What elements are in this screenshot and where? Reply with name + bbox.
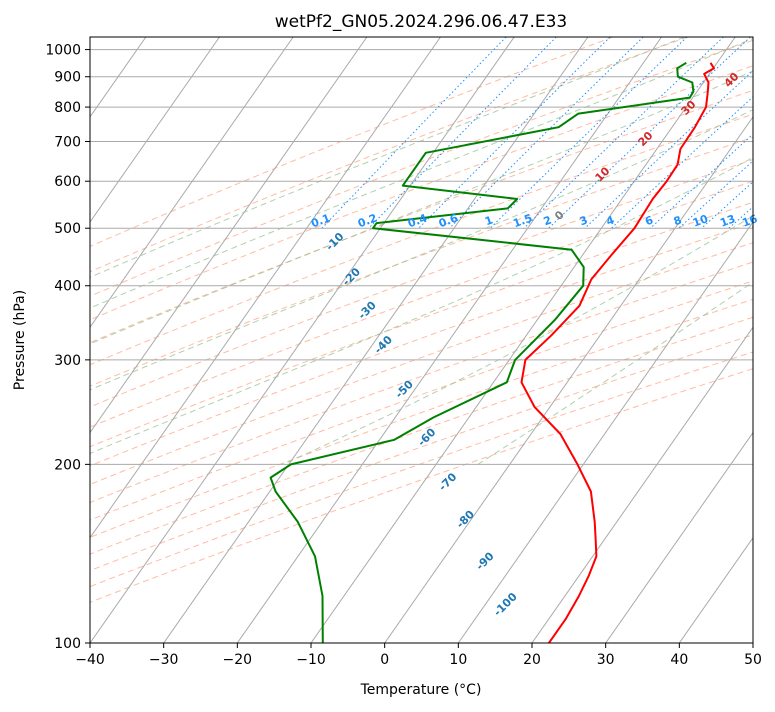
y-tick-label: 700 [54, 134, 81, 150]
x-tick-label: 50 [744, 652, 762, 668]
x-tick-label: 20 [523, 652, 541, 668]
x-axis-label: Temperature (°C) [360, 682, 482, 698]
y-tick-label: 500 [54, 221, 81, 237]
x-tick-label: −30 [149, 652, 179, 668]
y-tick-label: 900 [54, 70, 81, 86]
y-tick-label: 300 [54, 353, 81, 369]
y-tick-label: 600 [54, 174, 81, 190]
y-tick-label: 100 [54, 636, 81, 652]
x-tick-label: −20 [223, 652, 253, 668]
y-tick-label: 1000 [45, 43, 81, 59]
x-tick-label: 30 [597, 652, 615, 668]
x-tick-label: 40 [670, 652, 688, 668]
x-tick-label: −10 [296, 652, 326, 668]
x-tick-label: 10 [449, 652, 467, 668]
y-tick-label: 800 [54, 100, 81, 116]
chart-title: wetPf2_GN05.2024.296.06.47.E33 [275, 12, 567, 32]
y-tick-label: 200 [54, 457, 81, 473]
y-tick-label: 400 [54, 279, 81, 295]
y-axis-label: Pressure (hPa) [12, 290, 28, 390]
x-tick-label: 0 [380, 652, 389, 668]
x-tick-label: −40 [75, 652, 105, 668]
